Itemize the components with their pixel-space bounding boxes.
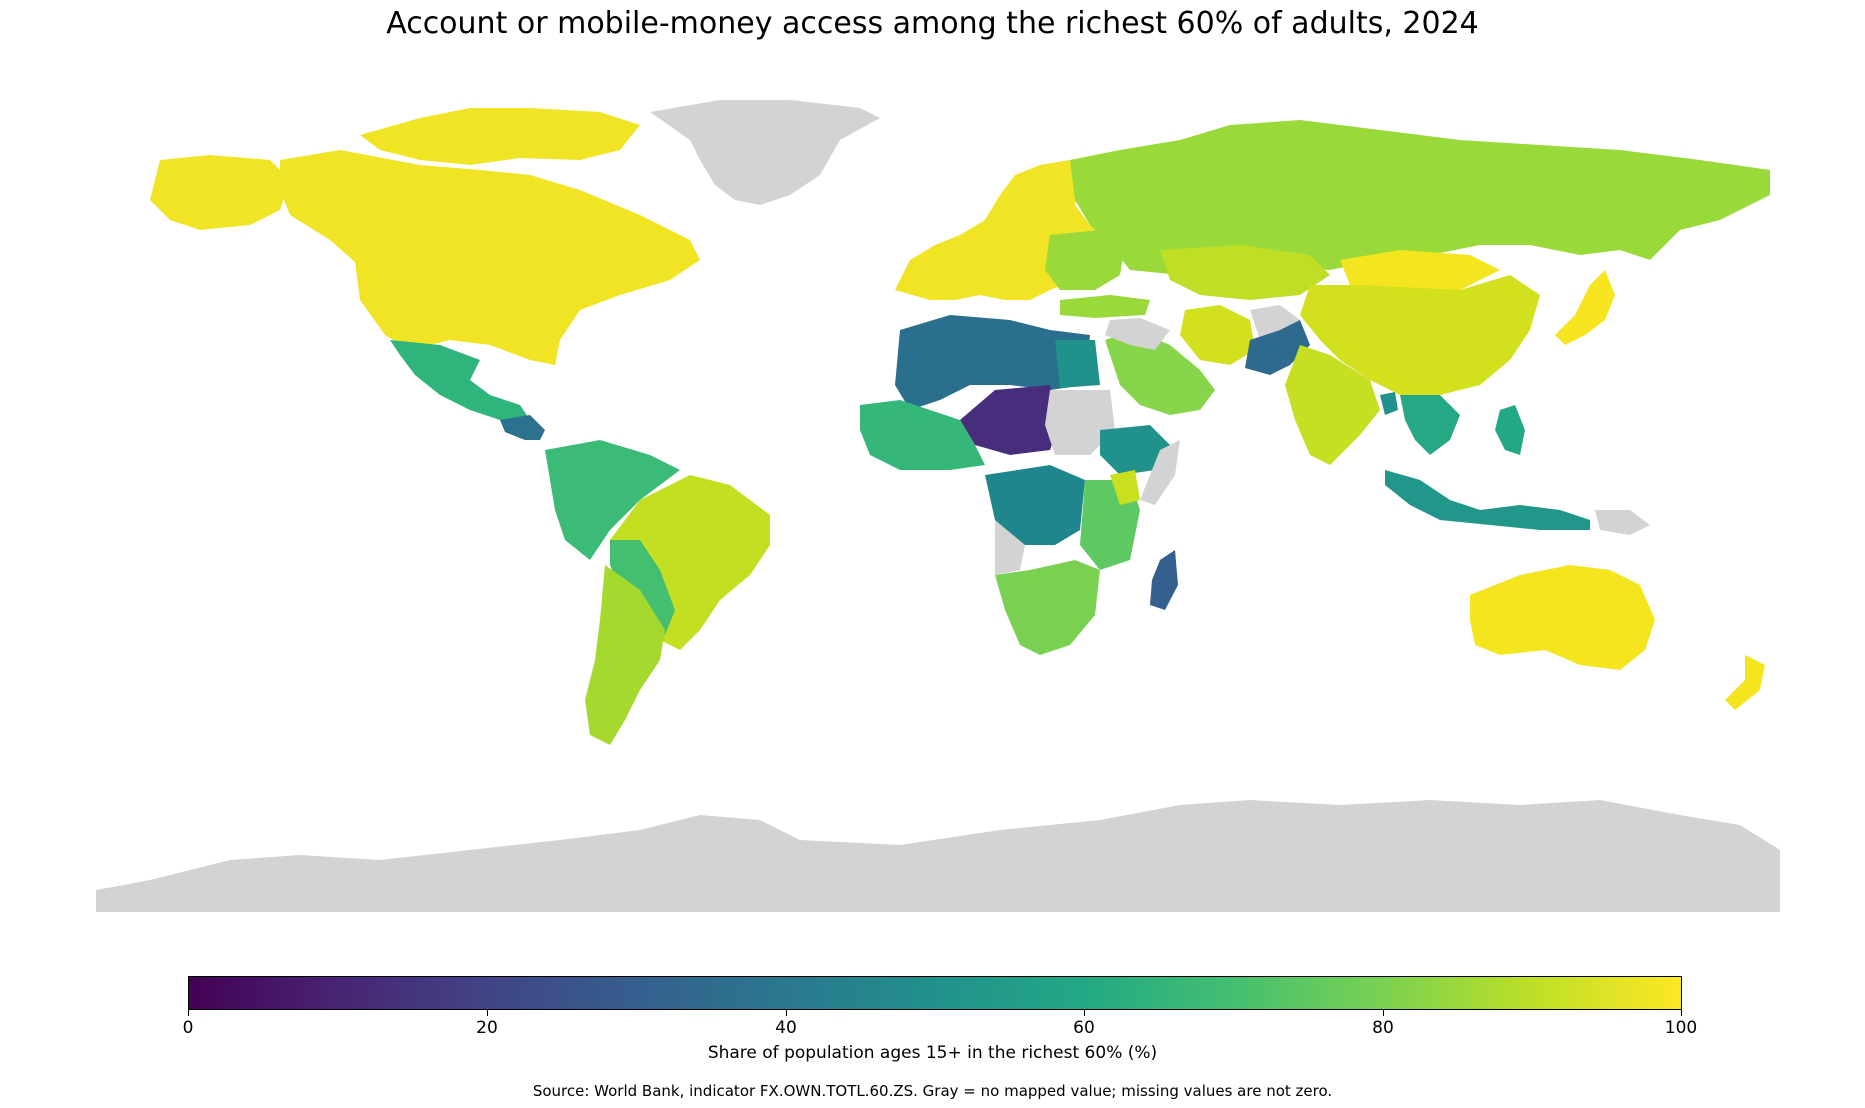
region-indonesia[interactable]	[1385, 470, 1590, 530]
region-japan[interactable]	[1555, 270, 1615, 345]
region-antarctica	[96, 800, 1780, 912]
region-central-africa[interactable]	[985, 465, 1085, 545]
region-russia[interactable]	[1070, 120, 1770, 275]
region-australia[interactable]	[1470, 565, 1655, 670]
region-southeast-asia[interactable]	[1400, 395, 1460, 455]
region-philippines[interactable]	[1495, 405, 1525, 455]
region-turkey[interactable]	[1060, 295, 1150, 318]
region-mexico[interactable]	[390, 340, 530, 420]
region-bolivia-paraguay[interactable]	[610, 540, 675, 635]
colorbar-tick-label: 20	[476, 1018, 498, 1038]
colorbar-tick-mark	[1681, 1010, 1682, 1016]
region-eastern-europe[interactable]	[1045, 230, 1125, 290]
region-somalia-gray	[1140, 440, 1180, 505]
region-iran[interactable]	[1180, 305, 1255, 365]
region-southern-cone[interactable]	[585, 565, 665, 745]
region-southern-africa[interactable]	[995, 560, 1100, 655]
region-middle-east[interactable]	[1105, 330, 1215, 415]
region-papua-gray	[1595, 510, 1650, 535]
region-sudan-gray	[1045, 390, 1115, 455]
colorbar-tick-mark	[188, 1010, 189, 1016]
colorbar-tick-label: 0	[182, 1018, 194, 1038]
region-bangladesh[interactable]	[1380, 392, 1398, 415]
source-note: Source: World Bank, indicator FX.OWN.TOT…	[532, 1082, 1333, 1100]
region-iraq-syria-gray	[1105, 318, 1170, 350]
region-new-zealand[interactable]	[1725, 655, 1765, 710]
colorbar-tick-mark	[487, 1010, 488, 1016]
region-pakistan[interactable]	[1245, 320, 1310, 375]
region-central-asia[interactable]	[1160, 245, 1330, 300]
colorbar-label: Share of population ages 15+ in the rich…	[707, 1043, 1158, 1063]
region-arctic-islands[interactable]	[360, 108, 640, 165]
world-choropleth-map	[96, 100, 1780, 912]
colorbar-tick-label: 80	[1372, 1018, 1394, 1038]
colorbar-tick-mark	[1383, 1010, 1384, 1016]
region-egypt[interactable]	[1055, 340, 1100, 388]
region-mongolia[interactable]	[1340, 250, 1500, 292]
colorbar-tick-mark	[1084, 1010, 1085, 1016]
region-china[interactable]	[1300, 275, 1540, 395]
colorbar-tick-label: 100	[1664, 1018, 1698, 1038]
map-title: Account or mobile-money access among the…	[386, 6, 1479, 41]
region-central-america[interactable]	[500, 415, 545, 440]
region-india[interactable]	[1285, 345, 1380, 465]
region-north-america[interactable]	[280, 150, 700, 365]
region-alaska[interactable]	[150, 155, 290, 230]
region-greenland	[650, 100, 880, 205]
region-ethiopia[interactable]	[1100, 425, 1170, 475]
region-angola-gray	[995, 520, 1025, 575]
colorbar-tick-mark	[786, 1010, 787, 1016]
colorbar-tick-label: 60	[1073, 1018, 1095, 1038]
region-kenya[interactable]	[1110, 470, 1140, 505]
region-south-america-north[interactable]	[545, 440, 680, 560]
region-madagascar[interactable]	[1150, 550, 1178, 610]
colorbar-tick-label: 40	[775, 1018, 797, 1038]
region-sahel[interactable]	[960, 385, 1060, 455]
colorbar	[188, 976, 1682, 1010]
region-west-africa[interactable]	[860, 400, 985, 470]
